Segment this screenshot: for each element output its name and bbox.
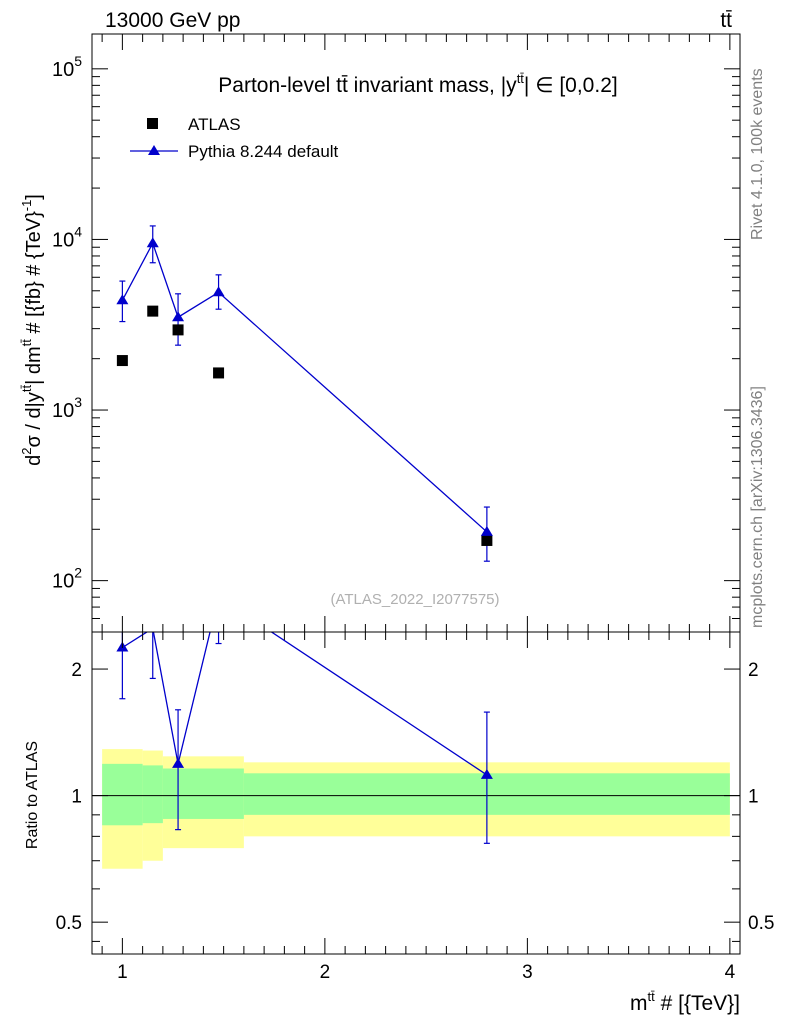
- main-y-axis-label-part: d: [23, 455, 45, 466]
- main-y-axis-label: d2σ / d|ytt̄| dmtt̄ # [{fb} # {TeV}-1]: [19, 194, 45, 466]
- main-y-tick-label-base: 10: [52, 229, 74, 251]
- ratio-uncertainty-bands: [102, 749, 730, 869]
- ratio-band-inner: [102, 763, 143, 826]
- main-y-tick-label: 103: [52, 394, 82, 422]
- mcplots-label: mcplots.cern.ch [arXiv:1306.3436]: [749, 386, 766, 628]
- ratio-data-point: [146, 632, 159, 633]
- main-y-tick-label-exp: 5: [74, 53, 82, 69]
- energy-label: 13000 GeV pp: [105, 9, 240, 32]
- atlas-data-point: [147, 305, 159, 317]
- x-tick-label: 2: [320, 962, 331, 983]
- ratio-data-point: [172, 757, 185, 768]
- chart-title-tail: | ∈ [0,0.2]: [524, 74, 618, 97]
- ratio-y-tick-label-right: 0.5: [748, 913, 774, 934]
- x-tick-label: 4: [725, 962, 736, 983]
- pythia-series-line: [121, 241, 488, 533]
- x-axis-label-tail: # [{TeV}]: [655, 992, 740, 1015]
- main-x-ticks: [101, 34, 731, 632]
- ratio-y-tick-label-right: 1: [748, 787, 759, 808]
- atlas-data-point: [172, 324, 184, 336]
- main-y-axis-label-sup: -1: [19, 200, 34, 212]
- main-y-axis-label-sup: tt̄: [19, 339, 34, 347]
- main-y-axis-label-part: σ / d|y: [23, 392, 45, 447]
- main-y-axis-label-part: # [{fb} # {TeV}: [23, 211, 45, 339]
- pythia-data-point: [480, 525, 493, 536]
- atlas-data-point: [213, 367, 225, 379]
- main-data-marks: [116, 225, 493, 562]
- ratio-panel: 0.5 0.5 1 1 2 2 1 2 3 4 Ratio to ATLAS mtt̄ # [{…: [24, 591, 774, 1015]
- main-y-tick-label-exp: 2: [74, 565, 82, 581]
- chart-title-main: Parton-level tt̄ invariant mass, |y: [218, 74, 517, 97]
- ratio-data-point: [480, 768, 493, 779]
- legend-atlas-label: ATLAS: [188, 115, 241, 134]
- main-y-tick-label-exp: 3: [74, 394, 82, 410]
- main-y-tick-label-base: 10: [52, 571, 74, 593]
- main-y-tick-label-base: 10: [52, 59, 74, 81]
- analysis-watermark: (ATLAS_2022_I2077575): [330, 591, 499, 608]
- ratio-y-axis-label: Ratio to ATLAS: [24, 741, 41, 849]
- pythia-data-point: [212, 286, 225, 297]
- ratio-band-inner: [142, 765, 163, 824]
- main-y-tick-label: 104: [52, 223, 82, 251]
- legend-pythia-label: Pythia 8.244 default: [188, 142, 339, 161]
- ratio-panel-frame: [91, 631, 741, 955]
- x-axis-label: mtt̄ # [{TeV}]: [630, 989, 740, 1015]
- pythia-data-point: [116, 294, 129, 305]
- legend-pythia-marker: [148, 145, 160, 155]
- ratio-y-tick-label-left: 1: [71, 787, 82, 808]
- ratio-series-line: [122, 632, 488, 776]
- ratio-data-point: [213, 591, 225, 601]
- main-y-tick-label: 105: [52, 53, 82, 81]
- chart-title: Parton-level tt̄ invariant mass, |ytt̄| …: [218, 71, 617, 97]
- pythia-data-point: [172, 311, 185, 322]
- legend-atlas-marker: [147, 118, 158, 129]
- chart-title-sup: tt̄: [517, 71, 525, 86]
- ratio-band-inner: [162, 768, 244, 819]
- rivet-label: Rivet 4.1.0, 100k events: [749, 68, 766, 240]
- atlas-data-point: [481, 534, 493, 546]
- process-label: tt̄: [720, 9, 732, 32]
- main-y-tick-label: 102: [52, 565, 82, 593]
- atlas-data-point: [116, 355, 128, 367]
- x-tick-label: 1: [117, 962, 128, 983]
- main-y-tick-label-exp: 4: [74, 223, 82, 239]
- x-axis-label-main: m: [630, 992, 648, 1015]
- main-y-axis-label-sup: tt̄: [19, 385, 34, 393]
- ratio-y-ticks: 0.5 0.5 1 1 2 2: [56, 660, 774, 942]
- legend: ATLAS Pythia 8.244 default: [130, 115, 339, 161]
- x-tick-label: 3: [522, 962, 533, 983]
- ratio-y-tick-label-left: 2: [71, 660, 82, 681]
- pythia-data-point: [146, 237, 159, 248]
- main-y-tick-label-base: 10: [52, 400, 74, 422]
- ratio-y-tick-label-left: 0.5: [56, 913, 82, 934]
- main-y-axis-label-sup: 2: [19, 448, 34, 455]
- main-y-axis-label-part: | dm: [23, 346, 45, 385]
- ratio-y-tick-label-right: 2: [748, 660, 759, 681]
- ratio-x-ticks: 1 2 3 4: [101, 632, 736, 983]
- main-y-axis-label-part: ]: [23, 194, 45, 200]
- x-axis-label-sup: tt̄: [648, 989, 656, 1004]
